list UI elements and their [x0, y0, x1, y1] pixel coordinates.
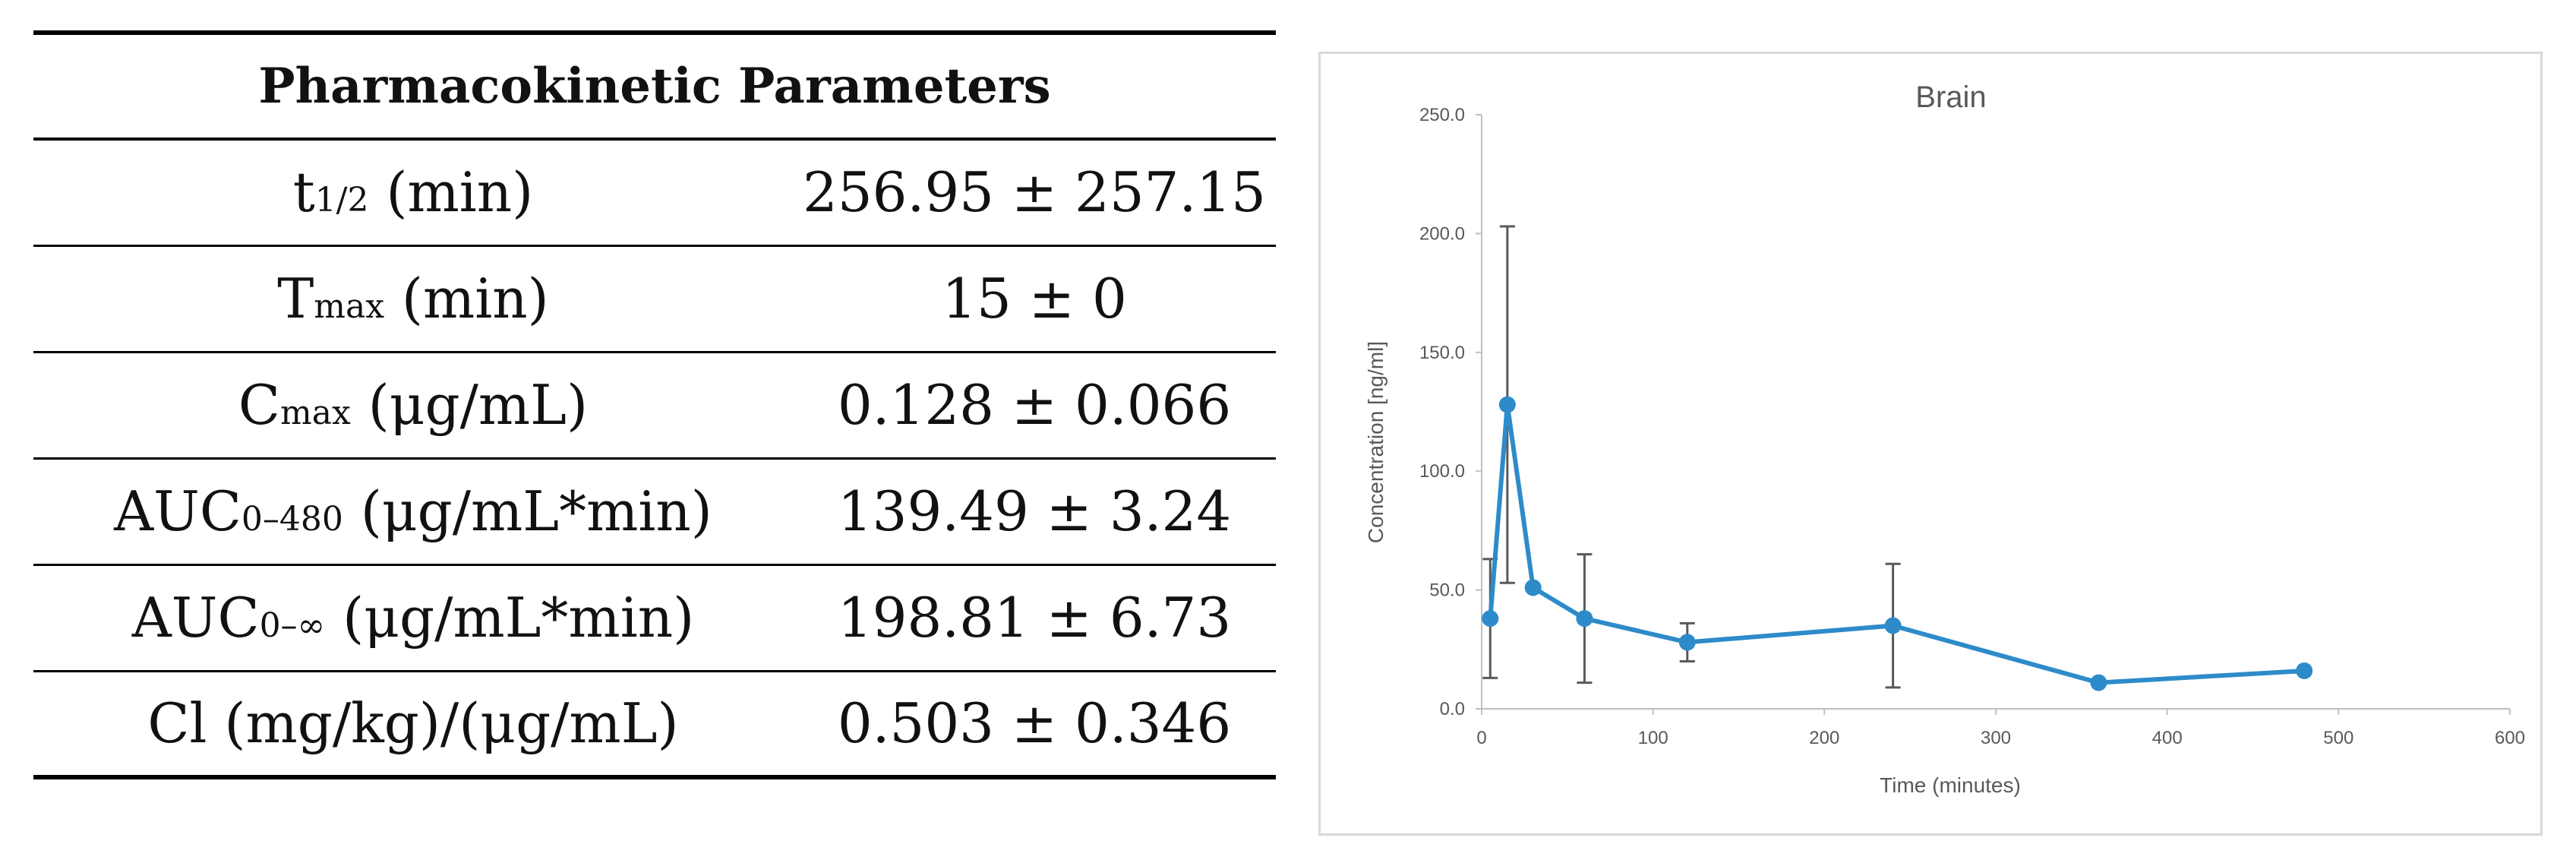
data-point [1482, 610, 1499, 628]
y-tick-label: 100.0 [1419, 461, 1465, 482]
y-tick-label: 200.0 [1419, 223, 1465, 244]
parameter-symbol: t [292, 160, 315, 225]
data-point [2296, 662, 2313, 679]
value-cell: 0.128 ± 0.066 [837, 373, 1232, 437]
x-tick-label: 600 [2495, 728, 2525, 748]
value-cell: 198.81 ± 6.73 [837, 586, 1232, 650]
x-tick-label: 500 [2323, 728, 2353, 748]
parameter-subscript: max [280, 394, 351, 432]
parameter-symbol: AUC [131, 586, 260, 650]
y-axis-title: Concentration [ng/ml] [1364, 341, 1387, 543]
parameter-unit: (μg/mL) [350, 373, 589, 437]
x-tick-label: 100 [1638, 728, 1668, 748]
parameter-subscript: 0–∞ [259, 606, 326, 645]
pk-table-container: Pharmacokinetic Parameters t1/2 (min) 256… [33, 30, 1276, 779]
x-axis-title: Time (minutes) [1880, 773, 2021, 797]
parameter-cell: t1/2 (min) [33, 139, 793, 245]
table-row: Cl (mg/kg)/(μg/mL) 0.503 ± 0.346 [33, 671, 1276, 777]
data-point [1884, 617, 1902, 634]
y-tick-label: 250.0 [1419, 105, 1465, 125]
table-row: t1/2 (min) 256.95 ± 257.15 [33, 139, 1276, 245]
parameter-cell: AUC0–∞ (μg/mL*min) [33, 564, 793, 671]
parameter-unit: (μg/mL*min) [325, 586, 695, 650]
x-tick-label: 300 [1981, 728, 2011, 748]
parameter-unit: (min) [384, 267, 549, 330]
parameter-cell: Cmax (μg/mL) [33, 352, 793, 458]
y-tick-label: 50.0 [1429, 580, 1465, 601]
parameter-symbol: C [238, 373, 280, 437]
value-cell: 139.49 ± 3.24 [837, 479, 1232, 543]
y-tick-label: 0.0 [1440, 699, 1465, 719]
table-row: AUC0–∞ (μg/mL*min) 198.81 ± 6.73 [33, 564, 1276, 671]
chart-title: Brain [1915, 81, 1986, 114]
x-tick-label: 200 [1809, 728, 1839, 748]
value-cell: 256.95 ± 257.15 [803, 160, 1266, 225]
x-tick-label: 0 [1476, 728, 1486, 748]
table-row: AUC0–480 (μg/mL*min) 139.49 ± 3.24 [33, 458, 1276, 564]
table-row: Tmax (min) 15 ± 0 [33, 245, 1276, 352]
data-point [1576, 610, 1593, 628]
parameter-subscript: 0–480 [241, 500, 343, 539]
chart-canvas: 0.0 50.0 100.0 150.0 200.0 250.0 0 100 200 300 400… [1364, 81, 2525, 797]
value-cell: 15 ± 0 [942, 267, 1127, 330]
parameter-symbol: Cl (mg/kg)/(μg/mL) [147, 691, 679, 756]
parameter-unit: (μg/mL*min) [343, 479, 712, 543]
parameter-cell: AUC0–480 (μg/mL*min) [33, 458, 793, 564]
parameter-symbol: AUC [114, 479, 242, 543]
data-point [1498, 396, 1516, 413]
value-cell: 0.503 ± 0.346 [837, 691, 1232, 756]
parameter-unit: (min) [368, 160, 534, 225]
parameter-cell: Cl (mg/kg)/(μg/mL) [33, 671, 793, 777]
table-header-row: Pharmacokinetic Parameters [33, 33, 1276, 139]
table-row: Cmax (μg/mL) 0.128 ± 0.066 [33, 352, 1276, 458]
x-tick-label: 400 [2152, 728, 2183, 748]
series-line [1488, 402, 2305, 685]
parameter-cell: Tmax (min) [33, 245, 793, 352]
pk-parameters-table: Pharmacokinetic Parameters t1/2 (min) 256… [33, 30, 1276, 779]
data-point [1678, 634, 1696, 651]
table-header: Pharmacokinetic Parameters [258, 57, 1051, 115]
y-tick-label: 150.0 [1419, 343, 1465, 363]
parameter-subscript: 1/2 [314, 181, 369, 220]
parameter-symbol: T [277, 267, 314, 330]
brain-chart: 0.0 50.0 100.0 150.0 200.0 250.0 0 100 200 300 400… [1318, 52, 2543, 836]
data-point [2090, 674, 2107, 691]
data-point [1524, 579, 1542, 596]
parameter-subscript: max [314, 287, 385, 326]
